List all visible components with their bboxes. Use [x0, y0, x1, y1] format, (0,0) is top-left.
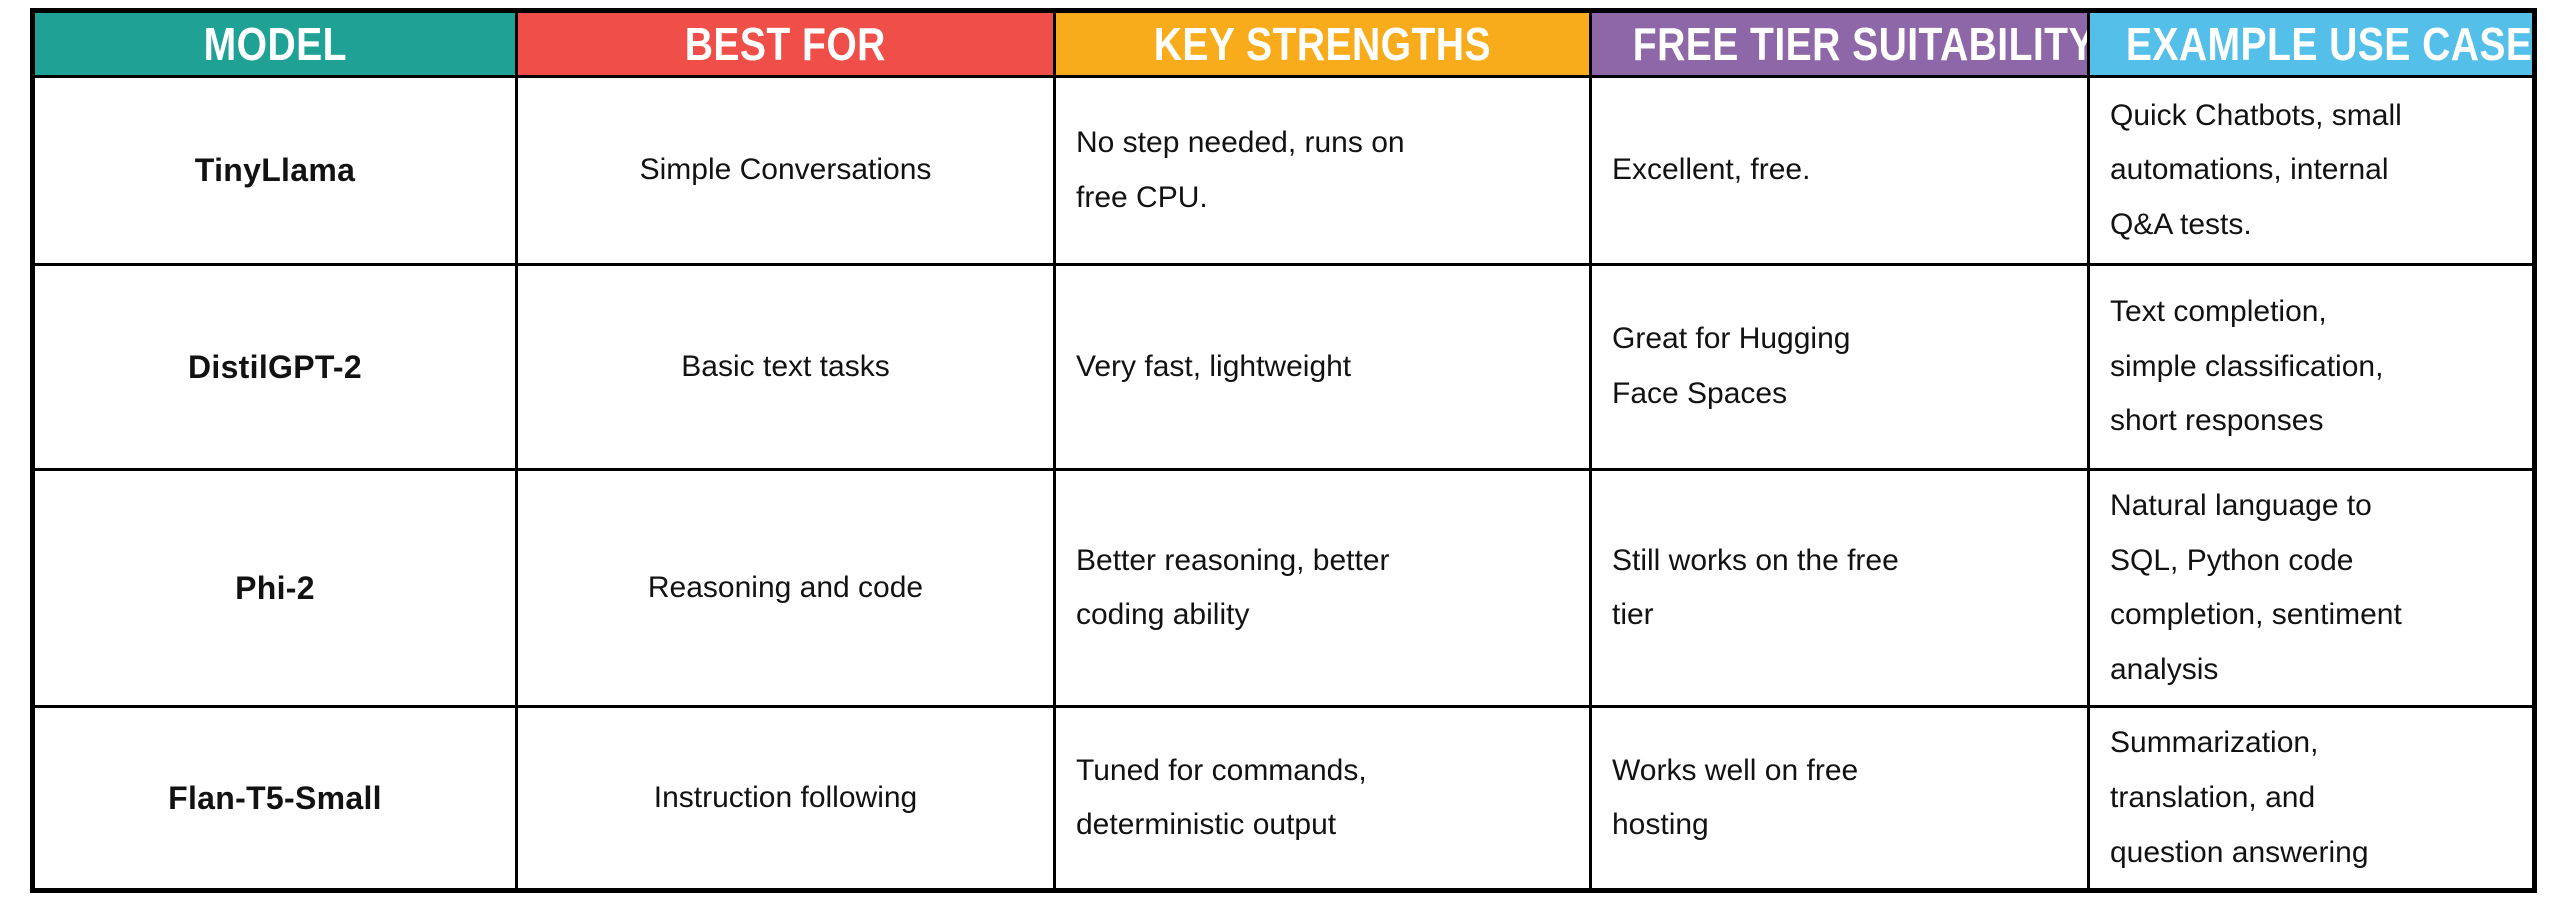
table-row-flan-t5-small: Flan-T5-Small Instruction following Tune…: [31, 705, 2536, 893]
cell-best-for: Instruction following: [515, 705, 1056, 893]
cell-free-tier-suitability: Still works on the free tier: [1589, 467, 2090, 709]
column-header-key-strengths: KEY STRENGTHS: [1053, 9, 1592, 78]
column-header-free-tier-suitability: FREE TIER SUITABILITY: [1589, 9, 2090, 78]
cell-model-name: TinyLlama: [31, 75, 518, 266]
cell-key-strengths: Better reasoning, better coding ability: [1053, 467, 1592, 709]
cell-model-name: Flan-T5-Small: [31, 705, 518, 893]
cell-model-name: Phi-2: [31, 467, 518, 709]
cell-example-use-case: Quick Chatbots, small automations, inter…: [2087, 75, 2536, 266]
table-row-phi2: Phi-2 Reasoning and code Better reasonin…: [31, 467, 2536, 709]
column-header-model-label: MODEL: [203, 18, 347, 70]
table-header-row: MODEL BEST FOR KEY STRENGTHS FREE TIER S…: [31, 9, 2536, 78]
column-header-model: MODEL: [31, 9, 518, 78]
column-header-example-use-case-label: EXAMPLE USE CASE: [2125, 18, 2533, 70]
column-header-free-tier-suitability-label: FREE TIER SUITABILITY: [1632, 18, 2089, 70]
cell-free-tier-suitability: Great for Hugging Face Spaces: [1589, 263, 2090, 471]
model-comparison-table: MODEL BEST FOR KEY STRENGTHS FREE TIER S…: [30, 8, 2537, 894]
comparison-table-container: MODEL BEST FOR KEY STRENGTHS FREE TIER S…: [30, 8, 2537, 894]
cell-best-for: Simple Conversations: [515, 75, 1056, 266]
cell-key-strengths: Tuned for commands, deterministic output: [1053, 705, 1592, 893]
column-header-best-for-label: BEST FOR: [684, 18, 887, 70]
cell-example-use-case: Summarization, translation, and question…: [2087, 705, 2536, 893]
cell-key-strengths: Very fast, lightweight: [1053, 263, 1592, 471]
column-header-example-use-case: EXAMPLE USE CASE: [2087, 9, 2536, 78]
cell-example-use-case: Natural language to SQL, Python code com…: [2087, 467, 2536, 709]
cell-best-for: Reasoning and code: [515, 467, 1056, 709]
cell-key-strengths: No step needed, runs on free CPU.: [1053, 75, 1592, 266]
cell-example-use-case: Text completion, simple classification, …: [2087, 263, 2536, 471]
table-row-tinyllama: TinyLlama Simple Conversations No step n…: [31, 75, 2536, 266]
table-row-distilgpt2: DistilGPT-2 Basic text tasks Very fast, …: [31, 263, 2536, 471]
cell-free-tier-suitability: Works well on free hosting: [1589, 705, 2090, 893]
cell-model-name: DistilGPT-2: [31, 263, 518, 471]
cell-free-tier-suitability: Excellent, free.: [1589, 75, 2090, 266]
column-header-key-strengths-label: KEY STRENGTHS: [1153, 18, 1492, 70]
cell-best-for: Basic text tasks: [515, 263, 1056, 471]
column-header-best-for: BEST FOR: [515, 9, 1056, 78]
